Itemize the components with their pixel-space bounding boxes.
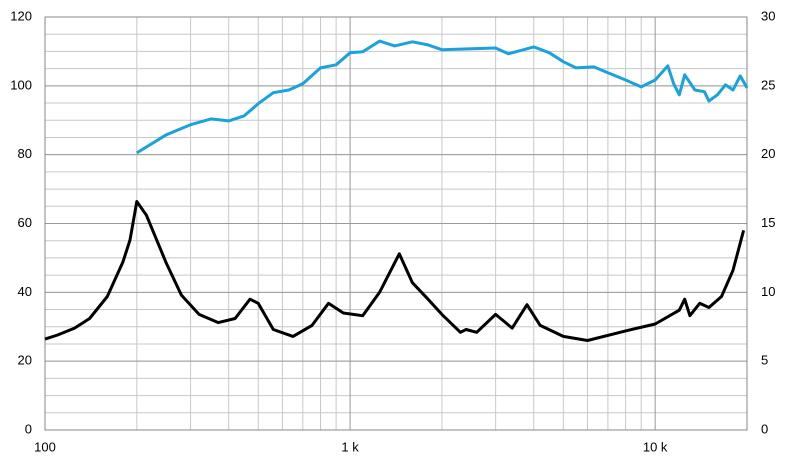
y2-tick-label: 10 bbox=[761, 284, 775, 299]
x-tick-label: 1 k bbox=[341, 439, 359, 454]
series-line bbox=[44, 200, 746, 342]
y-tick-label: 120 bbox=[10, 8, 32, 23]
y-tick-label: 60 bbox=[18, 215, 32, 230]
y2-tick-label: 20 bbox=[761, 146, 775, 161]
y2-tick-label: 0 bbox=[761, 421, 768, 436]
y-tick-label: 20 bbox=[18, 353, 32, 368]
x-tick-label: 10 k bbox=[643, 439, 668, 454]
series-line bbox=[136, 39, 749, 155]
y-tick-label: 40 bbox=[18, 284, 32, 299]
y2-tick-label: 30 bbox=[761, 8, 775, 23]
y2-tick-label: 15 bbox=[761, 215, 775, 230]
y-tick-label: 100 bbox=[10, 77, 32, 92]
x-tick-label: 100 bbox=[34, 439, 56, 454]
plot-border bbox=[44, 16, 748, 431]
y-tick-label: 0 bbox=[25, 421, 32, 436]
y-tick-label: 80 bbox=[18, 146, 32, 161]
y2-tick-label: 5 bbox=[761, 353, 768, 368]
y2-tick-label: 25 bbox=[761, 77, 775, 92]
